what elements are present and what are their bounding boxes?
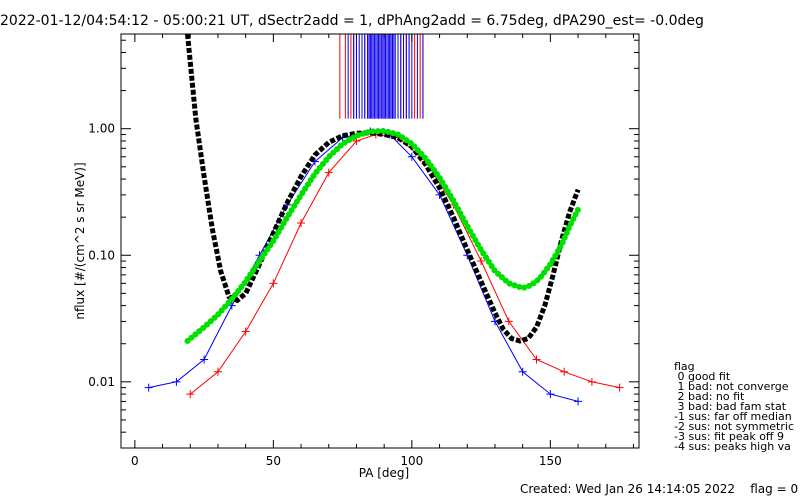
data-point-red — [532, 355, 541, 364]
legend-entry: -3 sus: fit peak off 9 — [674, 430, 784, 443]
legend-entry: -1 sus: far off median — [674, 410, 792, 423]
data-point-blue — [200, 355, 209, 364]
data-point-red — [297, 218, 306, 227]
legend-entry: 3 bad: bad fam stat — [674, 400, 787, 413]
data-point-blue — [144, 383, 153, 392]
data-point-red — [269, 279, 278, 288]
y-tick-label: 1.00 — [88, 122, 115, 136]
data-point-red — [615, 383, 624, 392]
data-point-blue — [407, 152, 416, 161]
x-tick-label: 0 — [131, 454, 139, 468]
data-point-red — [504, 317, 513, 326]
x-tick-label: 50 — [266, 454, 281, 468]
legend-entry: 0 good fit — [674, 370, 731, 383]
data-point-red — [241, 327, 250, 336]
plot-curves — [144, 33, 624, 406]
data-point-red — [213, 367, 222, 376]
legend-entry: -4 sus: peaks high va — [674, 440, 791, 453]
legend-entry: -2 sus: not symmetric — [674, 420, 794, 433]
data-point-red — [560, 367, 569, 376]
legend: flag 0 good fit 1 bad: not converge 2 ba… — [674, 360, 794, 453]
chart-title: 2022-01-12/04:54:12 - 05:00:21 UT, dSect… — [0, 13, 704, 29]
series-line-blue — [148, 130, 579, 402]
x-axis-label: PA [deg] — [359, 466, 409, 480]
peak-markers — [339, 34, 424, 119]
data-point-blue — [546, 390, 555, 399]
fit-curve-green — [184, 127, 582, 344]
y-axis-label: nflux [#/(cm^2 s sr MeV)] — [73, 162, 87, 319]
x-axis: 0 50 100 150 — [131, 34, 634, 468]
legend-entry: 2 bad: no fit — [674, 390, 745, 403]
created-footer: Created: Wed Jan 26 14:14:05 2022 flag =… — [520, 482, 798, 496]
data-point-blue — [518, 367, 527, 376]
x-tick-label: 100 — [400, 454, 423, 468]
y-tick-label: 0.01 — [88, 375, 115, 389]
data-point-red — [324, 168, 333, 177]
legend-entry: 1 bad: not converge — [674, 380, 789, 393]
data-point-blue — [574, 397, 583, 406]
data-point-red — [477, 257, 486, 266]
y-tick-label: 0.10 — [88, 248, 115, 262]
y-axis: 0.01 0.10 1.00 — [88, 39, 639, 449]
fit-curve-black — [185, 33, 581, 344]
data-point-blue — [172, 377, 181, 386]
plot-frame — [120, 33, 640, 449]
legend-title: flag — [674, 360, 695, 373]
data-point-red — [186, 390, 195, 399]
data-point-red — [587, 377, 596, 386]
x-tick-label: 150 — [539, 454, 562, 468]
